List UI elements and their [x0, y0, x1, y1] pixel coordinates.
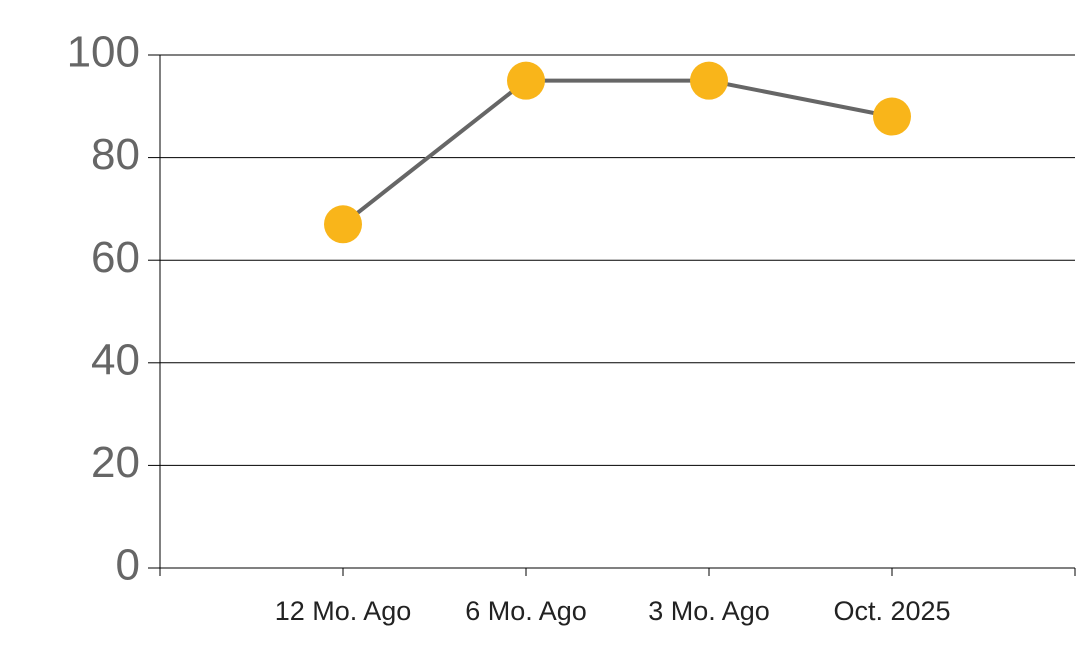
y-tick-label: 20 — [91, 438, 140, 487]
line — [341, 78, 893, 226]
x-tick-label: Oct. 2025 — [833, 596, 950, 626]
y-tick-label: 80 — [91, 130, 140, 179]
y-tick-label: 0 — [116, 541, 140, 590]
x-tick-label: 12 Mo. Ago — [275, 596, 412, 626]
marker — [873, 97, 911, 136]
marker — [507, 61, 545, 100]
y-tick-label: 40 — [91, 335, 140, 384]
x-tick-label: 6 Mo. Ago — [465, 596, 587, 626]
y-tick-label: 100 — [67, 28, 140, 77]
marker — [324, 205, 362, 244]
y-tick-label: 60 — [91, 233, 140, 282]
marker — [690, 61, 728, 100]
x-tick-label: 3 Mo. Ago — [648, 596, 770, 626]
